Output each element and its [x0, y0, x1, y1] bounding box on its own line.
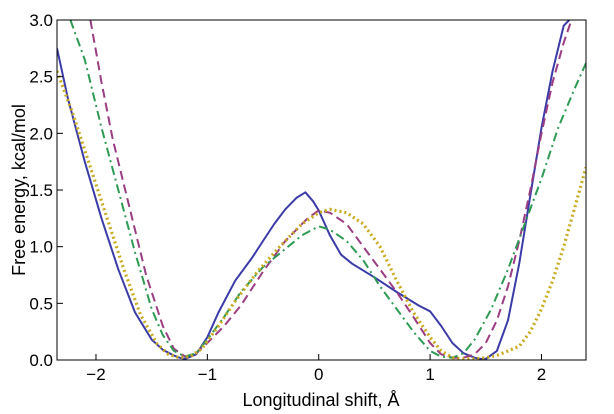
y-tick-label: 2.5 — [29, 68, 53, 87]
x-tick-label: 2 — [537, 365, 546, 384]
x-tick-label: 0 — [314, 365, 323, 384]
series-line-2 — [89, 20, 573, 359]
series-line-3 — [69, 20, 586, 359]
y-tick-label: 3.0 — [29, 11, 53, 30]
series-line-4 — [57, 70, 586, 360]
y-axis-label: Free energy, kcal/mol — [9, 104, 29, 276]
series-line-1 — [57, 20, 571, 360]
x-tick-label: −1 — [198, 365, 217, 384]
y-tick-label: 2.0 — [29, 124, 53, 143]
plot-frame — [56, 19, 587, 361]
y-tick-label: 1.0 — [29, 238, 53, 257]
tick-layer: −2 −1 0 1 2 0.0 0.5 1.0 1.5 2.0 2.5 3.0 — [29, 11, 546, 384]
y-tick-label: 0.5 — [29, 294, 53, 313]
x-tick-label: 1 — [425, 365, 434, 384]
y-tick-label: 1.5 — [29, 181, 53, 200]
series-layer — [57, 20, 586, 360]
x-tick-label: −2 — [86, 365, 105, 384]
y-tick-label: 0.0 — [29, 351, 53, 370]
x-axis-label: Longitudinal shift, Å — [242, 390, 399, 410]
